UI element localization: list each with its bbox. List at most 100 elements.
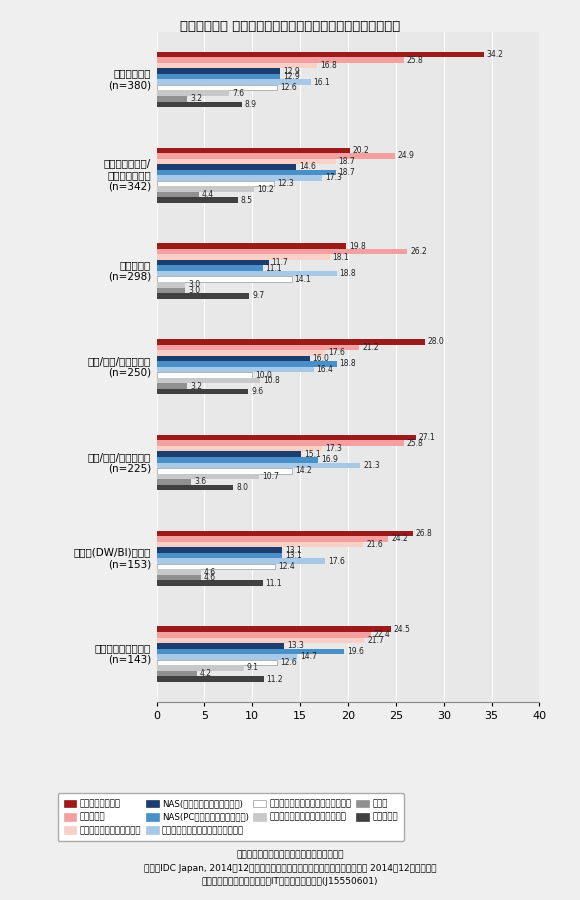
Text: 13.1: 13.1 [285, 551, 302, 560]
Text: 16.1: 16.1 [314, 77, 330, 86]
Text: 22.4: 22.4 [374, 630, 390, 639]
Text: 24.9: 24.9 [398, 151, 415, 160]
Text: 7.6: 7.6 [232, 89, 244, 98]
Text: 11.1: 11.1 [266, 264, 282, 273]
Text: 18.7: 18.7 [339, 168, 355, 177]
Bar [157, 542, 363, 547]
Text: 3.0: 3.0 [188, 280, 200, 289]
Bar [157, 373, 252, 378]
Bar [157, 148, 350, 153]
Bar [157, 58, 404, 63]
Text: 17.6: 17.6 [328, 348, 345, 357]
Text: 8.5: 8.5 [241, 195, 253, 204]
Text: 14.7: 14.7 [300, 652, 317, 662]
Bar [157, 186, 254, 192]
Bar [157, 197, 238, 202]
Bar [157, 383, 187, 389]
Bar [157, 531, 413, 536]
Bar [157, 181, 274, 186]
Bar [157, 463, 360, 468]
Bar [157, 479, 191, 485]
Text: 12.6: 12.6 [280, 658, 297, 667]
Bar [157, 345, 360, 350]
Text: 12.4: 12.4 [278, 562, 295, 572]
Text: 21.2: 21.2 [362, 343, 379, 352]
Bar [157, 51, 484, 58]
Bar [157, 96, 187, 102]
Bar [157, 626, 391, 632]
Bar [157, 288, 186, 293]
Text: 26.2: 26.2 [410, 248, 427, 256]
Text: 4.2: 4.2 [200, 669, 212, 678]
Bar [157, 558, 325, 564]
Bar [157, 435, 416, 440]
Text: 次世代ストレージがもたらすITインフラの変革」(J15550601): 次世代ストレージがもたらすITインフラの変革」(J15550601) [202, 878, 378, 886]
Bar [157, 260, 269, 265]
Bar [157, 63, 317, 68]
Bar [157, 670, 197, 676]
Bar [157, 440, 404, 445]
Bar [157, 293, 249, 299]
Text: 3.0: 3.0 [188, 286, 200, 295]
Text: 28.0: 28.0 [427, 338, 444, 346]
Text: 10.2: 10.2 [257, 184, 274, 194]
Text: 27.1: 27.1 [419, 433, 436, 442]
Text: 17.3: 17.3 [325, 445, 342, 454]
Text: 21.3: 21.3 [363, 461, 380, 470]
Bar [157, 446, 322, 452]
Bar [157, 468, 292, 473]
Text: 15.1: 15.1 [304, 450, 321, 459]
Bar [157, 102, 242, 107]
Bar [157, 660, 277, 665]
Text: 19.6: 19.6 [347, 647, 364, 656]
Text: 18.8: 18.8 [339, 359, 356, 368]
Text: 25.8: 25.8 [407, 438, 423, 447]
Text: 9.6: 9.6 [251, 387, 263, 396]
Bar [157, 536, 388, 542]
Legend: テープストレージ, 光ディスク, 外付型ディスクストレージ, NAS(ストレージベンダー製品), NAS(PC周辺機器ベンダー製品), アーカイブ専用ディスクス: テープストレージ, 光ディスク, 外付型ディスクストレージ, NAS(ストレージ… [57, 794, 404, 842]
Text: 26.8: 26.8 [416, 529, 433, 538]
Text: 20.2: 20.2 [353, 146, 369, 155]
Text: 21.6: 21.6 [366, 540, 383, 549]
Text: 24.2: 24.2 [391, 535, 408, 544]
Text: 12.3: 12.3 [277, 179, 294, 188]
Text: 3.6: 3.6 [194, 477, 206, 486]
Text: 17.6: 17.6 [328, 556, 345, 565]
Text: 16.9: 16.9 [321, 455, 338, 464]
Text: 16.4: 16.4 [317, 365, 333, 374]
Bar [157, 153, 395, 158]
Text: ＊データ種類別のアーカイブ実行企業の回答: ＊データ種類別のアーカイブ実行企業の回答 [236, 850, 344, 860]
Bar [157, 276, 292, 282]
Text: 19.8: 19.8 [349, 241, 366, 250]
Text: 10.0: 10.0 [255, 371, 272, 380]
Text: 10.7: 10.7 [262, 472, 279, 481]
Text: 24.5: 24.5 [394, 625, 411, 634]
Bar [157, 255, 330, 260]
Text: 17.3: 17.3 [325, 174, 342, 183]
Bar [157, 570, 201, 575]
Bar [157, 85, 277, 91]
Text: 25.8: 25.8 [407, 56, 423, 65]
Bar [157, 676, 264, 682]
Bar [157, 68, 280, 74]
Bar [157, 457, 318, 463]
Bar [157, 350, 325, 356]
Bar [157, 564, 276, 570]
Bar [157, 158, 336, 164]
Bar [157, 473, 259, 479]
Text: 3.2: 3.2 [190, 382, 202, 391]
Text: 12.9: 12.9 [283, 67, 300, 76]
Bar [157, 356, 310, 361]
Text: 11.1: 11.1 [266, 579, 282, 588]
Bar [157, 452, 301, 457]
Bar [157, 654, 298, 660]
Text: 16.0: 16.0 [313, 354, 329, 363]
Text: 21.7: 21.7 [367, 635, 384, 644]
Bar [157, 547, 282, 553]
Bar [157, 665, 244, 670]
Bar [157, 632, 371, 637]
Text: 12.6: 12.6 [280, 83, 297, 92]
Text: 14.2: 14.2 [295, 466, 312, 475]
Bar [157, 169, 336, 176]
Text: 14.1: 14.1 [295, 274, 311, 284]
